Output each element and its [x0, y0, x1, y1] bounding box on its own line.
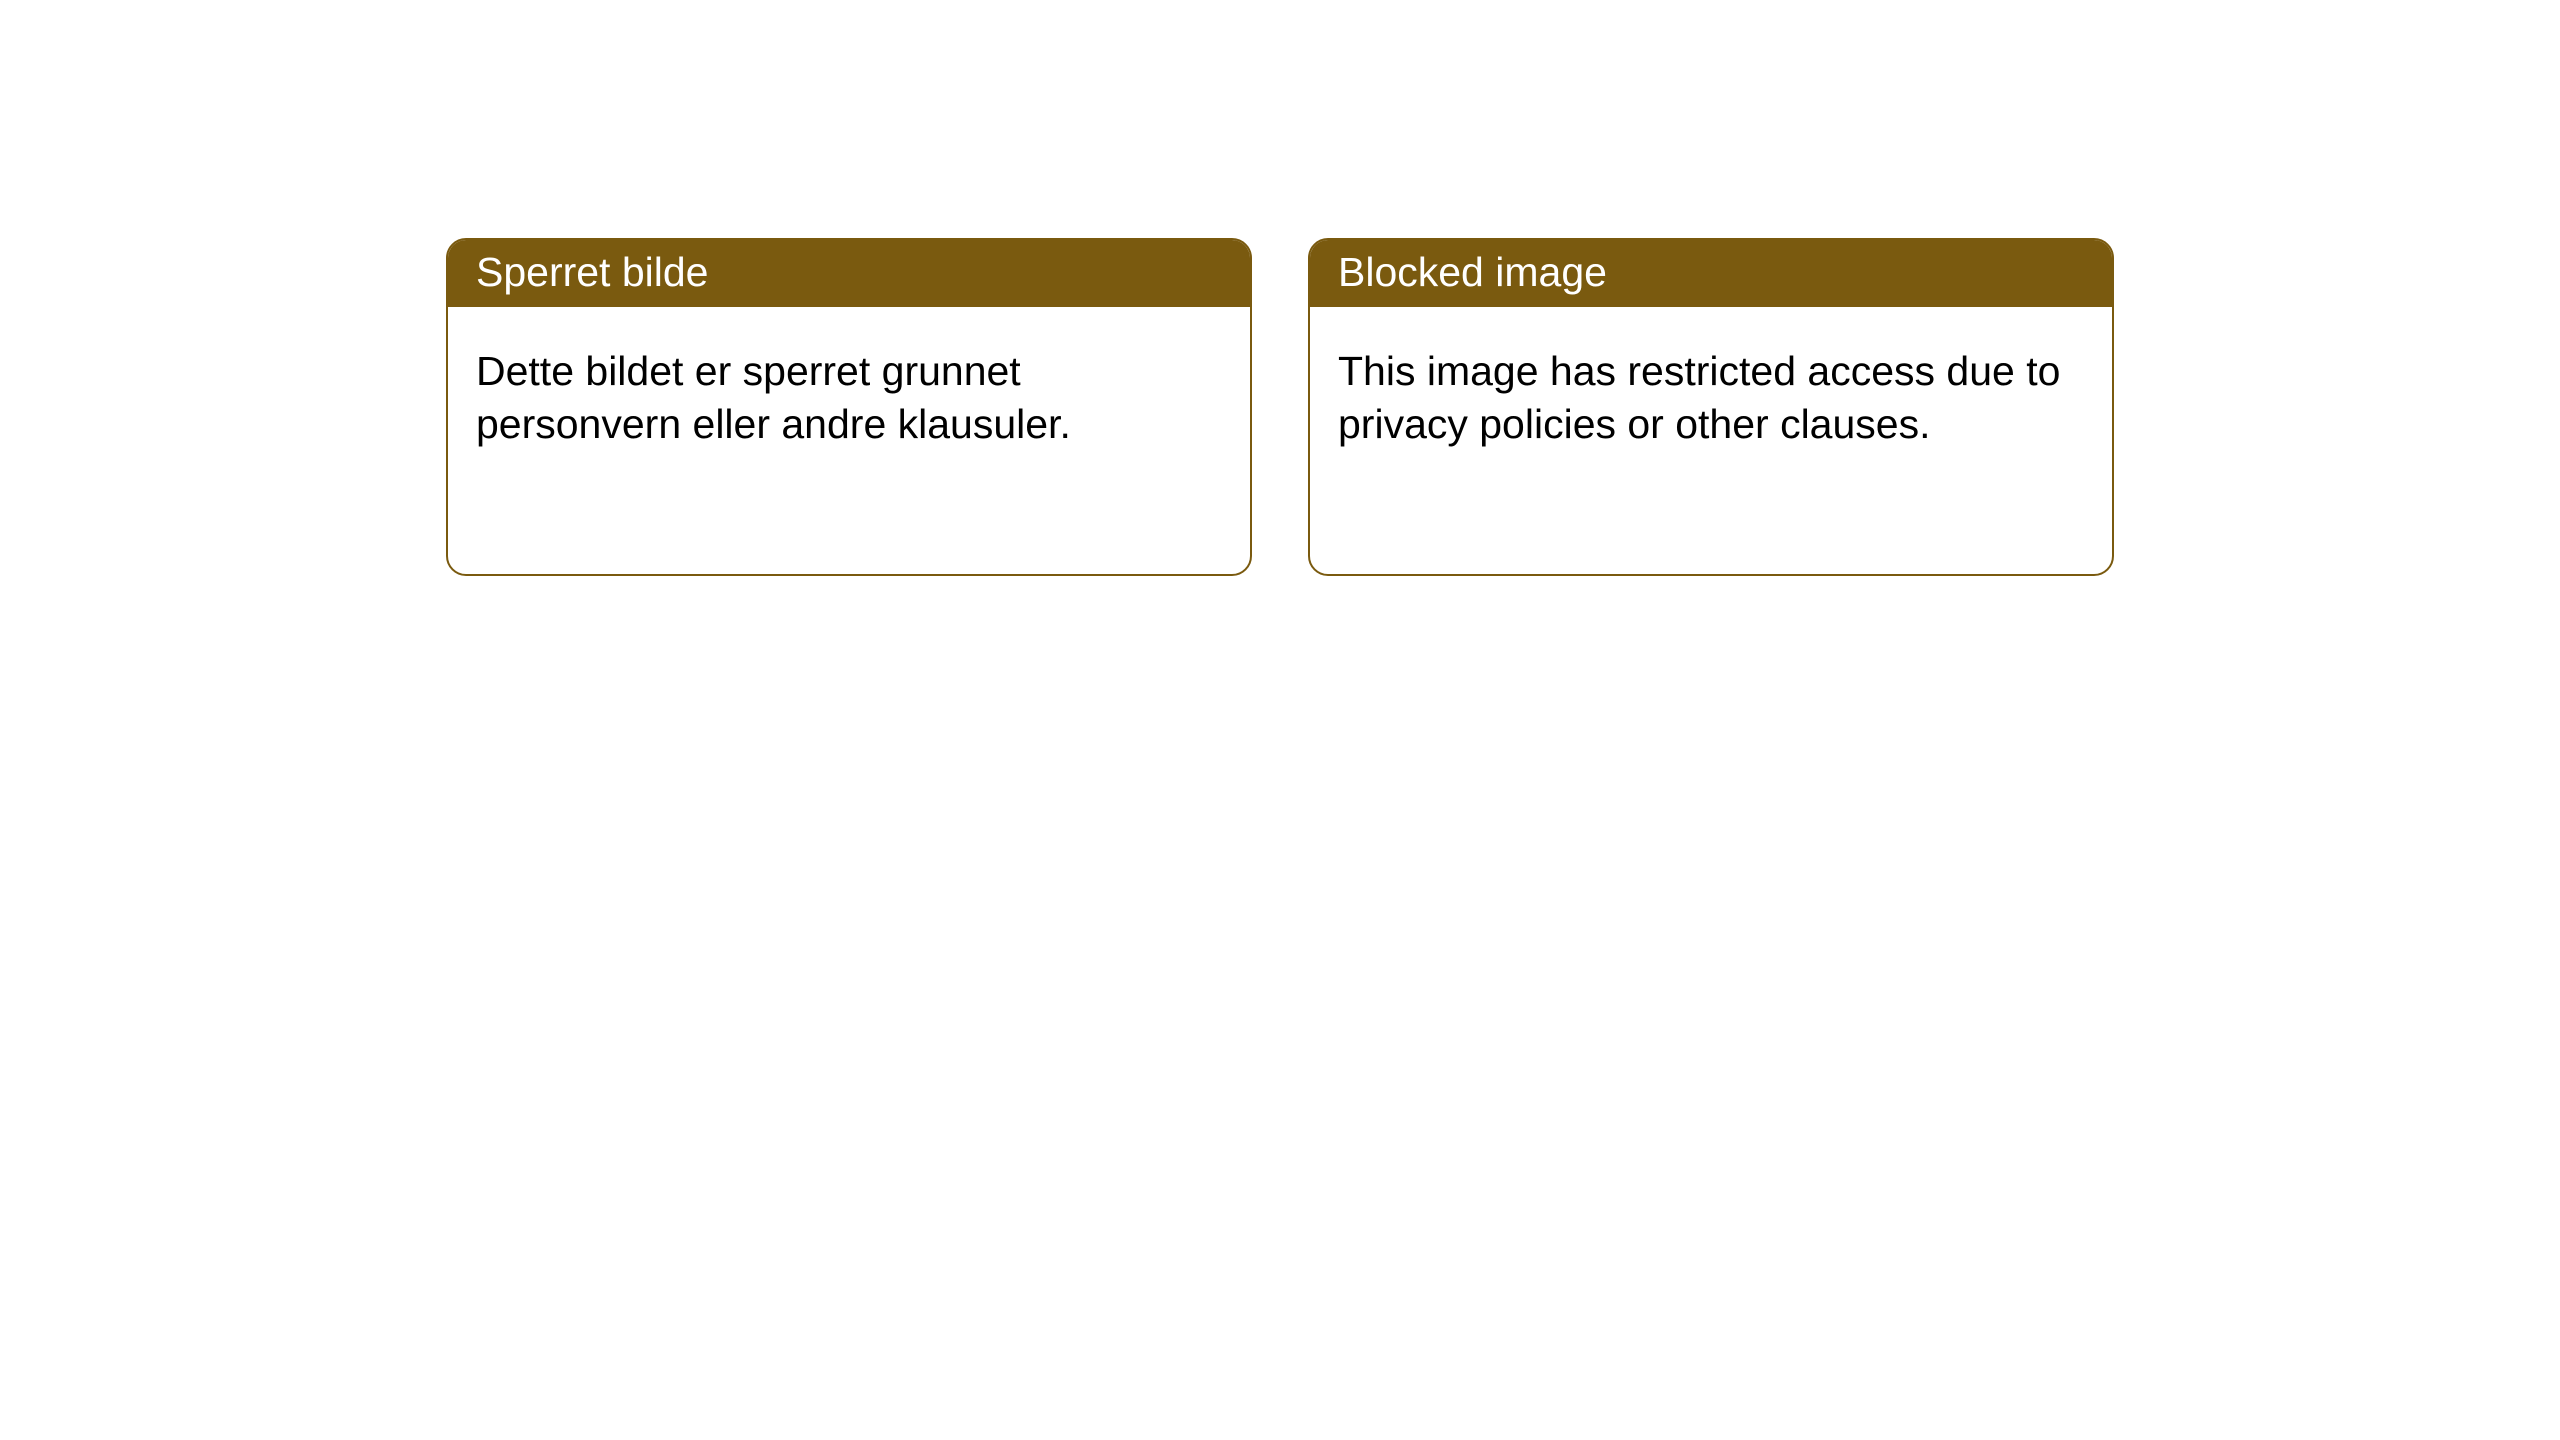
card-header-english: Blocked image: [1310, 240, 2112, 307]
card-body-norwegian: Dette bildet er sperret grunnet personve…: [448, 307, 1250, 480]
cards-container: Sperret bilde Dette bildet er sperret gr…: [0, 0, 2560, 576]
card-body-english: This image has restricted access due to …: [1310, 307, 2112, 480]
card-header-norwegian: Sperret bilde: [448, 240, 1250, 307]
card-norwegian: Sperret bilde Dette bildet er sperret gr…: [446, 238, 1252, 576]
card-english: Blocked image This image has restricted …: [1308, 238, 2114, 576]
